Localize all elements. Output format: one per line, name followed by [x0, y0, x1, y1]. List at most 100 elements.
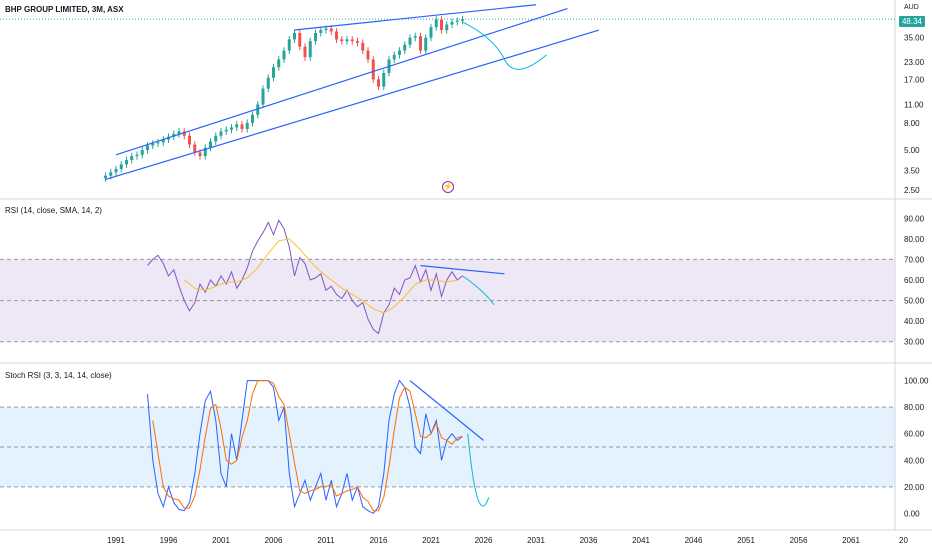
stoch-projection	[467, 433, 490, 507]
time-tick-label: 20	[899, 536, 908, 545]
candle-body	[377, 79, 380, 87]
flash-icon[interactable]: ⚡	[442, 181, 454, 193]
candle-body	[240, 124, 244, 129]
stoch-k-line	[147, 379, 463, 515]
candle-body	[156, 142, 160, 144]
candle-body	[272, 67, 275, 78]
candle-body	[203, 147, 207, 157]
rsi-line	[147, 219, 463, 335]
time-tick-label: 2046	[685, 536, 703, 545]
rsi-pane-title: RSI (14, close, SMA, 14, 2)	[5, 206, 102, 215]
candle-body	[277, 59, 281, 68]
candle-body	[287, 39, 291, 51]
rsi-projection	[462, 275, 495, 305]
candle-body	[361, 42, 365, 51]
candle-body	[224, 129, 228, 132]
candle-body	[314, 32, 317, 42]
price-tick-label: 35.00	[904, 34, 925, 43]
candle-body	[403, 44, 407, 51]
candle-body	[266, 77, 270, 89]
rsi-tick-label: 50.00	[904, 297, 925, 306]
candle-body	[440, 19, 443, 31]
time-tick-label: 1991	[107, 536, 125, 545]
candle-body	[104, 175, 107, 179]
candle-body	[434, 19, 438, 28]
rsi-tick-label: 30.00	[904, 338, 925, 347]
candle-body	[419, 36, 422, 51]
candle-body	[119, 164, 123, 169]
candle-body	[356, 41, 359, 43]
candle-body	[151, 143, 155, 146]
price-tick-label: 23.00	[904, 58, 925, 67]
rsi-tick-label: 80.00	[904, 235, 925, 244]
candle-body	[182, 131, 186, 136]
currency-label: AUD	[904, 4, 919, 11]
candle-body	[140, 150, 144, 155]
time-tick-label: 2021	[422, 536, 440, 545]
projection-curve	[462, 21, 547, 70]
stoch-tick-label: 20.00	[904, 483, 925, 492]
time-tick-label: 2031	[527, 536, 545, 545]
candle-body	[293, 32, 296, 40]
candle-body	[392, 54, 396, 60]
candle-body	[125, 160, 128, 165]
rsi-tick-label: 70.00	[904, 255, 925, 264]
candle-body	[193, 144, 197, 153]
candle-body	[382, 72, 386, 87]
candle-body	[319, 30, 323, 33]
time-tick-label: 2026	[475, 536, 493, 545]
price-tick-label: 8.00	[904, 119, 920, 128]
rsi-tick-label: 90.00	[904, 214, 925, 223]
candle-body	[114, 168, 118, 173]
rsi-ma-line	[183, 238, 458, 314]
candle-body	[261, 88, 265, 105]
candle-body	[324, 28, 328, 31]
candle-body	[350, 39, 354, 42]
time-tick-label: 2006	[265, 536, 283, 545]
time-tick-label: 2001	[212, 536, 230, 545]
time-tick-label: 2061	[842, 536, 860, 545]
candle-body	[214, 135, 218, 142]
stoch-rsi-pane-title: Stoch RSI (3, 3, 14, 14, close)	[5, 371, 112, 380]
candle-body	[366, 50, 370, 60]
stoch-tick-label: 100.00	[904, 377, 929, 386]
price-tick-label: 17.00	[904, 75, 925, 84]
time-tick-label: 2011	[317, 536, 335, 545]
time-tick-label: 2056	[790, 536, 808, 545]
candle-body	[450, 21, 454, 25]
candle-body	[172, 133, 176, 137]
candle-body	[398, 50, 401, 55]
stoch-tick-label: 40.00	[904, 456, 925, 465]
candle-body	[198, 152, 202, 157]
candle-body	[209, 141, 212, 148]
candle-body	[335, 31, 338, 40]
candle-body	[303, 46, 307, 58]
time-tick-label: 2036	[580, 536, 598, 545]
candle-body	[235, 124, 239, 128]
candle-body	[219, 131, 223, 136]
candle-body	[413, 36, 417, 38]
candle-body	[109, 172, 113, 176]
candle-body	[429, 27, 433, 38]
price-tick-label: 11.00	[904, 101, 924, 110]
candle-body	[371, 59, 375, 80]
price-tick-label: 2.50	[904, 186, 920, 195]
candle-body	[282, 50, 286, 60]
price-tick-label: 5.00	[904, 146, 920, 155]
candle-body	[308, 41, 312, 58]
stoch-tick-label: 0.00	[904, 509, 920, 518]
candle-body	[298, 32, 302, 47]
candle-body	[329, 28, 333, 32]
candle-body	[256, 104, 260, 115]
time-tick-label: 2041	[632, 536, 650, 545]
rsi-tick-label: 60.00	[904, 276, 925, 285]
candle-body	[161, 139, 165, 143]
time-tick-label: 2016	[370, 536, 388, 545]
rsi-trendline	[420, 265, 505, 275]
candle-body	[340, 39, 344, 42]
candle-body	[408, 37, 412, 45]
candle-body	[230, 127, 233, 130]
candle-body	[245, 122, 249, 129]
